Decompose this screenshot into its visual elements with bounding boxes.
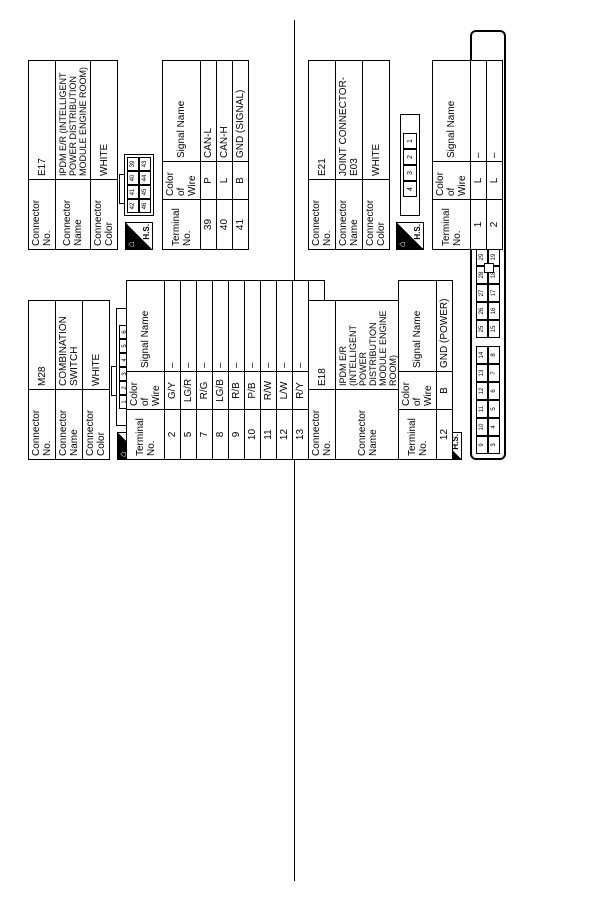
conn-m28-wiring: Terminal No. Color of Wire Signal Name 2… bbox=[118, 280, 325, 460]
conn-e17-header: Connector No.E17 Connector NameIPDM E/R … bbox=[28, 60, 249, 250]
hs-icon bbox=[396, 222, 424, 250]
e21-pinout: 4321 bbox=[400, 114, 420, 216]
e17-pinout: 42414039 46454443 bbox=[124, 154, 154, 216]
hs-icon bbox=[125, 222, 153, 250]
conn-e21-header: Connector No.E21 Connector NameJOINT CON… bbox=[308, 60, 503, 250]
conn-e18-wiring: Terminal No. Color of Wire Signal Name 1… bbox=[390, 280, 453, 460]
